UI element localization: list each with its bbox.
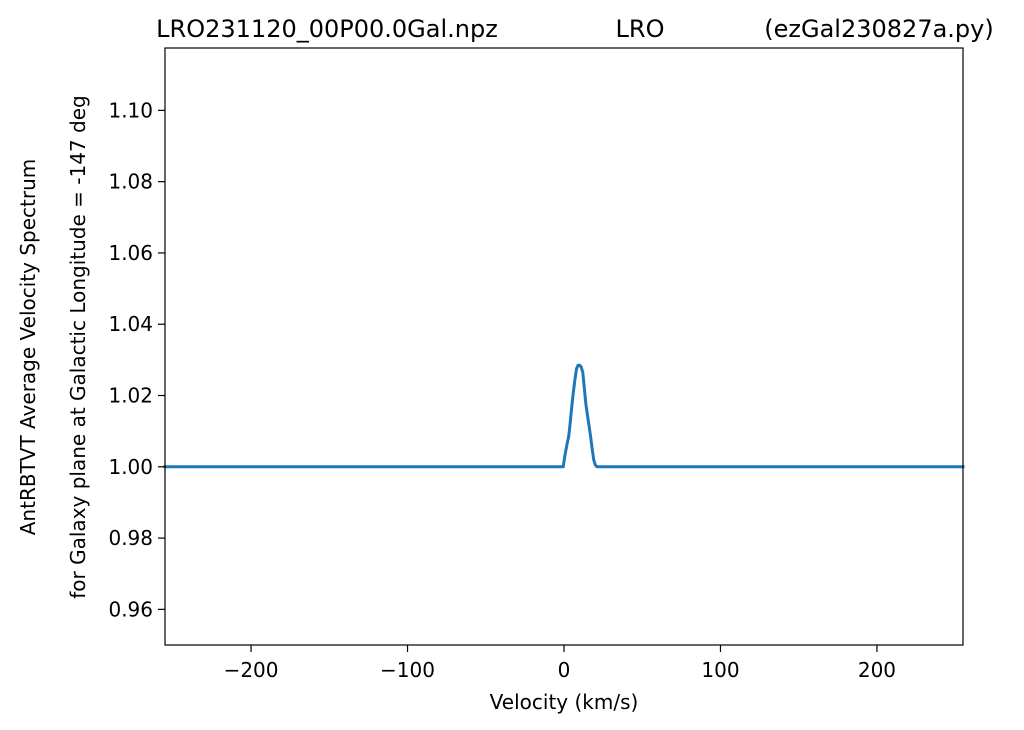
y-axis-label-line2: for Galaxy plane at Galactic Longitude =… [66,95,90,598]
y-tick-label: 1.04 [108,312,153,336]
x-tick-label: 100 [701,658,739,682]
series-line-0 [163,363,965,469]
x-tick-label: 0 [558,658,571,682]
y-axis-ticks: 0.96 0.98 1.00 1.02 1.04 1.06 1.08 1.10 [108,98,165,621]
y-tick-label: 1.06 [108,241,153,265]
y-tick-label: 1.02 [108,384,153,408]
y-axis-label-line1: AntRBTVT Average Velocity Spectrum [16,159,40,536]
chart-title-center: LRO [616,15,665,43]
x-tick-label: 200 [858,658,896,682]
x-axis-label: Velocity (km/s) [490,690,639,714]
y-tick-label: 0.98 [108,526,153,550]
y-tick-label: 1.00 [108,455,153,479]
y-tick-label: 1.08 [108,170,153,194]
y-tick-label: 1.10 [108,98,153,122]
series-layer [163,363,965,469]
chart-title-right: (ezGal230827a.py) [764,15,993,43]
x-tick-label: −100 [380,658,435,682]
y-tick-label: 0.96 [108,597,153,621]
x-tick-label: −200 [224,658,279,682]
x-axis-ticks: −200 −100 0 100 200 [224,645,896,682]
chart-title-left: LRO231120_00P00.0Gal.npz [156,15,498,43]
